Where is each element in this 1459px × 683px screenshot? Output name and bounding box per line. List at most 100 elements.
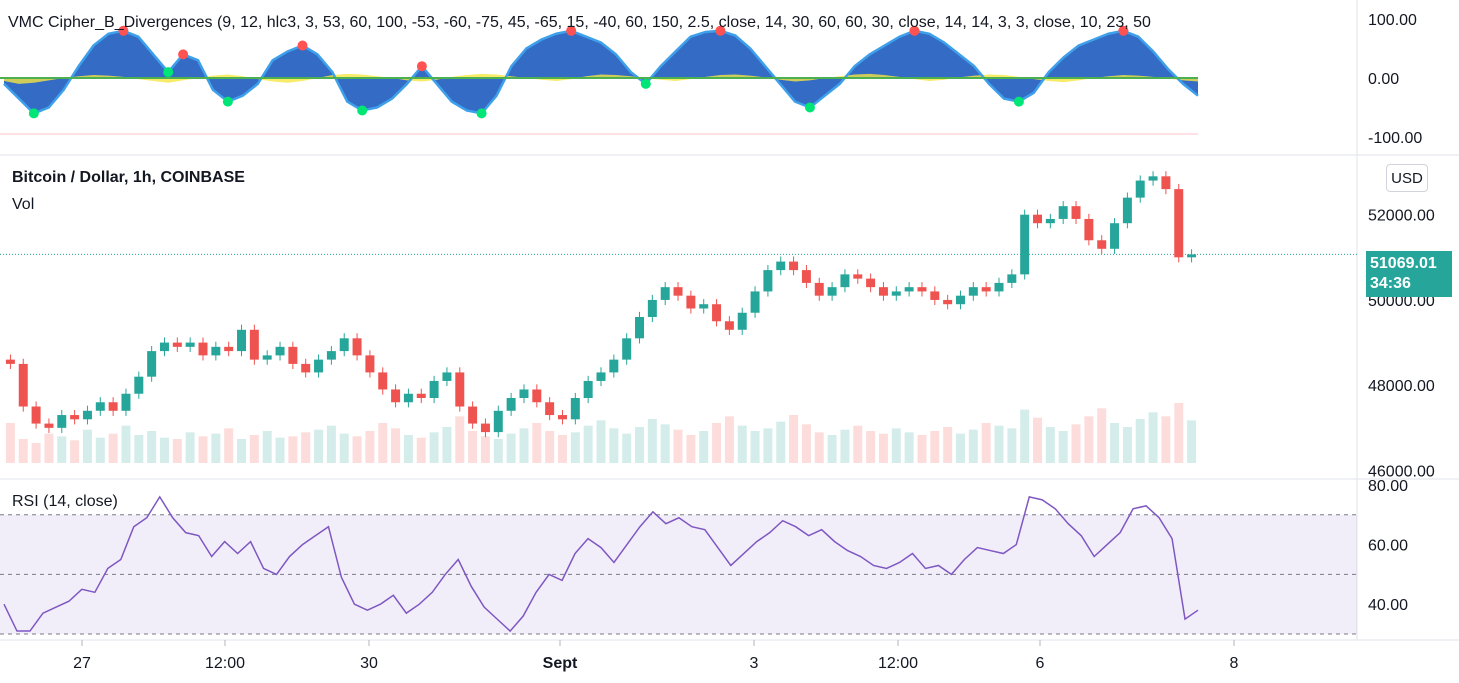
candle-body [480,423,490,433]
candle-body [532,389,542,403]
candle-body [660,287,670,300]
candle-body [159,342,169,352]
candle-body [750,291,760,313]
volume-bar [609,428,619,463]
volume-bar [1071,424,1081,463]
vmc-sell-dot [178,49,189,60]
volume-bar [1084,416,1094,463]
volume-legend[interactable]: Vol [12,196,35,213]
volume-bar [468,431,478,463]
candle-body [776,261,786,271]
candle-body [95,402,105,411]
candle-body [5,359,15,364]
candle-body [121,393,131,411]
candle-body [493,410,503,433]
candle-body [1058,206,1068,219]
volume-bar [262,431,272,463]
price-tick-label: 50000.00 [1368,293,1435,310]
vmc-buy-dot [163,67,174,78]
volume-bar [301,432,311,463]
volume-bar [326,425,336,463]
candle-body [1187,254,1197,258]
vmc-buy-dot [357,105,368,116]
rsi-pane[interactable] [0,495,1357,635]
volume-bar [70,440,80,463]
vmc-buy-dot [476,108,487,119]
candle-body [455,372,465,407]
candle-body [609,359,619,373]
rsi-tick-label: 40.00 [1368,597,1408,614]
candle-body [301,363,311,373]
candle-body [635,317,645,339]
candle-body [1161,176,1171,190]
vmc-tick-label: -100.00 [1368,130,1422,147]
candle-body [249,329,259,360]
candle-body [262,355,272,360]
candle-body [686,295,696,309]
candle-body [198,342,208,356]
candle-body [468,406,478,424]
volume-bar [545,431,555,463]
volume-bar [378,423,388,463]
volume-bar [635,427,645,463]
candle-body [596,372,606,381]
candle-body [647,299,657,317]
volume-bar [365,431,375,463]
volume-bar [943,427,953,463]
candle-body [416,393,426,398]
volume-bar [224,428,234,463]
price-tick-label: 52000.00 [1368,208,1435,225]
rsi-legend[interactable]: RSI (14, close) [12,493,118,510]
rsi-tick-label: 80.00 [1368,478,1408,495]
candle-body [211,346,221,356]
time-tick-label: 3 [750,655,759,672]
volume-bar [917,435,927,463]
volume-bar [801,424,811,463]
volume-bar [968,429,978,463]
main-pane[interactable] [0,171,1357,463]
volume-bar [314,429,324,463]
volume-bar [455,416,465,463]
volume-bar [352,436,362,463]
vmc-indicator-legend[interactable]: VMC Cipher_B_Divergences (9, 12, hlc3, 3… [8,14,1151,31]
vmc-tick-label: 0.00 [1368,71,1399,88]
symbol-title[interactable]: Bitcoin / Dollar, 1h, COINBASE [12,169,245,186]
candle-body [712,304,722,322]
volume-bar [1007,428,1017,463]
vmc-sell-dot [566,25,577,36]
volume-bar [429,432,439,463]
candle-body [172,342,182,347]
vmc-buy-dot [804,102,815,113]
vmc-sell-dot [909,25,920,36]
candle-body [545,402,555,416]
volume-bar [82,429,92,463]
candle-body [339,338,349,352]
vmc-pane[interactable] [0,25,1199,135]
volume-bar [955,433,965,463]
candle-body [391,389,401,403]
volume-bar [506,433,516,463]
price-axes[interactable]: 100.00 0.00 -100.00 52000.00 50000.00 48000.0… [73,12,1435,672]
volume-bar [878,433,888,463]
vmc-buy-dot [28,108,39,119]
last-price-tag: 51069.01 34:36 [1366,251,1452,297]
candle-body [789,261,799,271]
volume-bar [1122,427,1132,463]
price-tick-label: 46000.00 [1368,463,1435,480]
volume-bar [211,433,221,463]
candle-body [506,398,516,411]
volume-bar [147,431,157,463]
currency-button[interactable]: USD [1386,164,1428,192]
candle-body [1084,218,1094,241]
volume-bar [1020,409,1030,463]
candle-body [1033,214,1043,224]
volume-bar [1097,408,1107,463]
volume-bar [763,428,773,463]
candle-body [814,282,824,296]
volume-bar [712,423,722,463]
volume-bar [557,435,567,463]
candle-body [442,372,452,381]
time-tick-label: 6 [1036,655,1045,672]
candle-body [943,299,953,305]
